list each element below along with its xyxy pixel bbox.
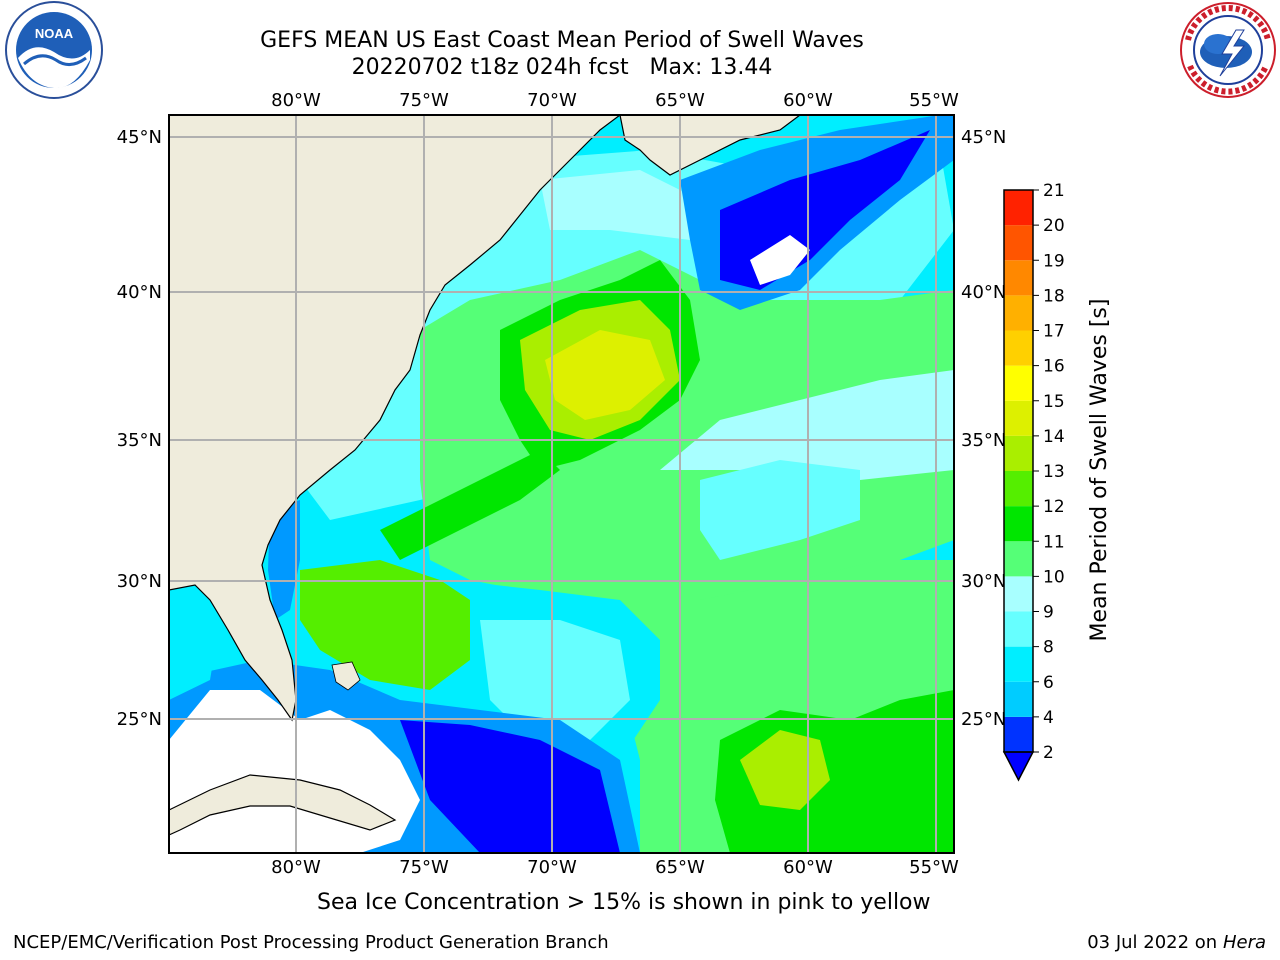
colorbar-swatch	[1004, 435, 1033, 471]
chart-title: GEFS MEAN US East Coast Mean Period of S…	[260, 28, 864, 53]
land-bahamas	[331, 661, 361, 691]
colorbar-tick-label: 11	[1043, 532, 1065, 552]
contour-4s-coastal	[268, 500, 300, 620]
land-nova-scotia	[619, 115, 801, 176]
lon-label-bottom: 60°W	[783, 857, 833, 878]
colorbar-swatch	[1004, 716, 1033, 752]
lat-label-right: 30°N	[961, 571, 1006, 592]
colorbar-tick-label: 4	[1043, 708, 1054, 728]
contour-8s-south	[480, 620, 630, 740]
lon-label-bottom: 75°W	[399, 857, 449, 878]
colorbar-swatch	[1004, 190, 1033, 226]
colorbar-swatch	[1004, 330, 1033, 366]
colorbar-swatch	[1004, 506, 1033, 542]
lat-label-right: 45°N	[961, 127, 1006, 148]
colorbar-tick-label: 8	[1043, 638, 1054, 658]
contour-11s-southeast	[715, 690, 954, 853]
footer-date-text: 03 Jul 2022 on	[1087, 932, 1223, 953]
colorbar-swatch	[1004, 646, 1033, 682]
masked-northeast	[750, 235, 810, 285]
lon-label-top: 70°W	[527, 90, 577, 111]
colorbar-tick-label: 16	[1043, 357, 1065, 377]
lat-label-right: 40°N	[961, 282, 1006, 303]
lon-label-top: 75°W	[399, 90, 449, 111]
sea-ice-note: Sea Ice Concentration > 15% is shown in …	[317, 890, 931, 915]
noaa-logo: NOAA	[5, 1, 103, 99]
colorbar-swatch	[1004, 225, 1033, 261]
lon-label-bottom: 55°W	[909, 857, 959, 878]
lon-label-bottom: 65°W	[655, 857, 705, 878]
colorbar-tick-label: 9	[1043, 603, 1054, 623]
colorbar-tick-label: 15	[1043, 392, 1065, 412]
colorbar-tick-label: 18	[1043, 286, 1065, 306]
chart-subtitle: 20220702 t18z 024h fcst Max: 13.44	[351, 55, 773, 80]
colorbar-swatch	[1004, 365, 1033, 401]
footer-machine: Hera	[1222, 932, 1266, 953]
colorbar-label: Mean Period of Swell Waves [s]	[1087, 299, 1112, 642]
colorbar-tick-label: 6	[1043, 673, 1054, 693]
lon-label-bottom: 80°W	[271, 857, 321, 878]
lon-label-top: 55°W	[909, 90, 959, 111]
colorbar-swatch	[1004, 260, 1033, 296]
colorbar-tick-label: 19	[1043, 251, 1065, 271]
land-north-america	[169, 115, 621, 722]
graticule	[169, 115, 954, 853]
lat-label-left: 25°N	[117, 709, 162, 730]
colorbar-swatch	[1004, 295, 1033, 331]
contour-9s-region-north	[540, 170, 700, 240]
colorbar-swatch	[1004, 576, 1033, 612]
colorbar-tick-label: 12	[1043, 497, 1065, 517]
colorbar-tick-label: 14	[1043, 427, 1065, 447]
map-field	[169, 115, 954, 853]
footer-credit: NCEP/EMC/Verification Post Processing Pr…	[13, 932, 609, 953]
lon-label-top: 60°W	[783, 90, 833, 111]
lat-label-right: 35°N	[961, 430, 1006, 451]
footer-date: 03 Jul 2022 on Hera	[1087, 932, 1266, 953]
colorbar-swatch	[1004, 541, 1033, 577]
lat-label-left: 30°N	[117, 571, 162, 592]
colorbar-swatch	[1004, 471, 1033, 507]
map-frame	[168, 114, 955, 854]
colorbar-tick-label: 10	[1043, 567, 1065, 587]
colorbar-swatch	[1004, 681, 1033, 717]
lon-label-bottom: 70°W	[527, 857, 577, 878]
colorbar: 2 4 6 8 9 10 11 12 13 14 15 16 17 18 19 20 21	[1002, 181, 1065, 782]
lat-label-left: 35°N	[117, 430, 162, 451]
colorbar-tick-label: 21	[1043, 181, 1065, 201]
lon-label-top: 80°W	[271, 90, 321, 111]
colorbar-under-extension	[1002, 751, 1035, 782]
contour-13s-core	[545, 330, 665, 420]
contour-2s-southwest	[400, 720, 620, 853]
contour-6s-florida-west	[169, 580, 220, 700]
colorbar-tick-label: 20	[1043, 216, 1065, 236]
noaa-logo-text: NOAA	[35, 26, 74, 41]
lat-label-left: 45°N	[117, 127, 162, 148]
land-cuba	[169, 774, 397, 836]
colorbar-swatch	[1004, 400, 1033, 436]
lat-label-left: 40°N	[117, 282, 162, 303]
colorbar-tick-label: 2	[1043, 743, 1054, 763]
lon-label-top: 65°W	[655, 90, 705, 111]
colorbar-tick-label: 13	[1043, 462, 1065, 482]
colorbar-tick-label: 17	[1043, 322, 1065, 342]
contour-8s-tongue	[700, 460, 860, 560]
colorbar-swatch	[1004, 611, 1033, 647]
contour-11s-west	[300, 560, 470, 690]
lat-label-right: 25°N	[961, 709, 1006, 730]
nws-logo	[1180, 2, 1276, 98]
